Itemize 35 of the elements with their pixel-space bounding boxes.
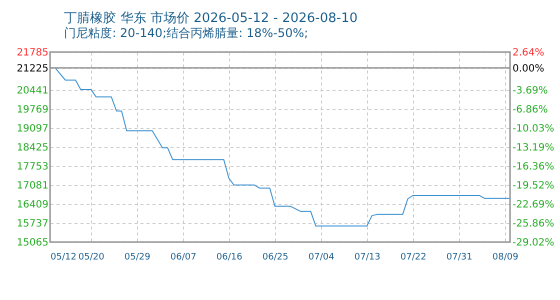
x-tick-label: 07/31 [446,252,472,262]
chart-subtitle: 门尼粘度: 20-140;结合丙烯腈量: 18%-50%; [64,26,308,40]
chart-title: 丁腈橡胶 华东 市场价 2026-05-12 - 2026-08-10 [64,11,358,26]
y2-tick-label: -10.03% [512,124,554,135]
y2-tick-label: -16.36% [512,162,554,173]
y-tick-label: 19769 [16,104,48,116]
x-tick-label: 07/22 [400,252,426,262]
y2-tick-label: -19.52% [512,180,554,192]
x-tick-label: 05/20 [78,252,105,262]
x-tick-label: 06/16 [216,252,243,262]
y-tick-label: 21785 [16,48,48,58]
y2-tick-label: 2.64% [512,48,544,58]
y-tick-label: 20441 [16,86,48,96]
y2-tick-label: -25.86% [512,218,554,230]
y2-tick-label: -6.86% [512,104,548,116]
y-tick-label: 17081 [16,180,48,192]
y-tick-label: 15737 [16,218,48,230]
x-tick-label: 06/25 [262,252,288,262]
x-tick-label: 05/12 [50,252,76,262]
y2-tick-label: -22.69% [512,200,554,211]
y-tick-label: 16409 [16,200,48,210]
y-tick-label: 17753 [16,162,48,172]
y-tick-label: 19097 [16,124,48,134]
y-tick-label: 18425 [16,142,48,154]
x-tick-label: 05/29 [124,252,151,262]
x-tick-label: 07/04 [308,252,335,262]
x-tick-label: 07/13 [354,252,380,262]
y-tick-label: 15065 [16,238,48,248]
y-tick-label: 21225 [16,63,48,74]
x-tick-label: 06/07 [170,252,196,262]
y2-tick-label: -3.69% [512,85,548,96]
x-tick-label: 08/09 [492,252,519,262]
y2-tick-label: -29.02% [512,238,554,248]
y2-tick-label: 0.00% [512,63,544,74]
y2-tick-label: -13.19% [512,142,554,154]
